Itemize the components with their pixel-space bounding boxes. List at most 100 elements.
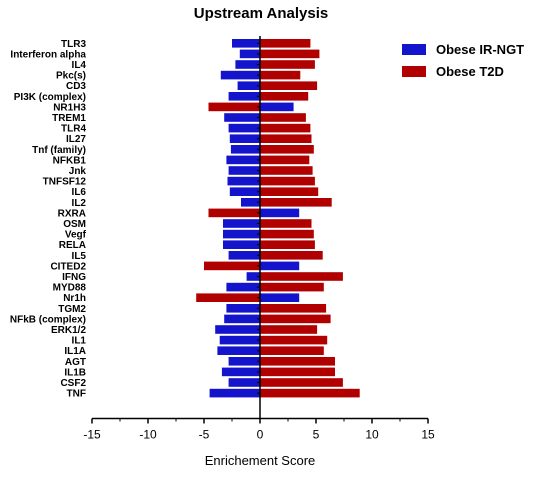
- category-label: TLR4: [61, 124, 86, 135]
- bar-obese-t2d: [260, 240, 315, 249]
- bar-obese-ir-ngt: [229, 134, 260, 143]
- legend-swatch: [402, 44, 426, 55]
- x-tick-label: 0: [257, 428, 264, 442]
- bar-obese-t2d: [260, 70, 301, 80]
- bar-obese-t2d: [260, 357, 335, 366]
- category-label: NFKB1: [53, 155, 87, 166]
- x-axis-label: Enrichement Score: [205, 453, 316, 468]
- category-label: Jnk: [69, 166, 87, 177]
- bar-obese-t2d: [196, 293, 260, 302]
- category-label: NFkB (complex): [10, 314, 86, 325]
- bar-obese-t2d: [260, 49, 320, 59]
- bar-obese-ir-ngt: [223, 219, 260, 228]
- category-label: IL1B: [64, 367, 86, 378]
- bar-obese-t2d: [260, 123, 311, 133]
- chart-title: Upstream Analysis: [194, 5, 329, 22]
- bar-obese-t2d: [208, 102, 260, 112]
- bar-obese-ir-ngt: [228, 92, 260, 101]
- category-label: RELA: [59, 240, 86, 251]
- bar-obese-ir-ngt: [223, 240, 260, 249]
- category-label: CITED2: [50, 261, 86, 272]
- bar-obese-ir-ngt: [215, 325, 260, 334]
- category-label: Nr1h: [63, 293, 86, 304]
- bar-obese-ir-ngt: [226, 155, 260, 165]
- legend-swatch: [402, 66, 426, 77]
- bar-obese-ir-ngt: [228, 357, 260, 366]
- category-label: TGM2: [58, 304, 86, 315]
- bar-obese-ir-ngt: [228, 378, 260, 387]
- legend-label: Obese T2D: [436, 64, 504, 79]
- bar-obese-ir-ngt: [228, 166, 260, 175]
- category-label: MYD88: [53, 283, 87, 294]
- bar-obese-t2d: [260, 187, 319, 196]
- bar-obese-ir-ngt: [227, 176, 260, 186]
- bar-obese-ir-ngt: [235, 60, 260, 69]
- bar-obese-ir-ngt: [224, 314, 260, 324]
- bar-obese-ir-ngt: [221, 367, 260, 377]
- category-label: CSF2: [60, 378, 86, 389]
- bar-obese-t2d: [260, 60, 315, 69]
- bar-obese-ir-ngt: [228, 123, 260, 133]
- bar-obese-ir-ngt: [246, 272, 260, 281]
- bar-obese-ir-ngt: [260, 208, 300, 218]
- category-label: OSM: [63, 219, 86, 230]
- x-tick-label: 10: [365, 428, 379, 442]
- category-label: NR1H3: [53, 102, 86, 113]
- bar-obese-t2d: [260, 113, 306, 122]
- bar-obese-ir-ngt: [219, 335, 260, 345]
- bar-obese-t2d: [260, 272, 343, 281]
- category-label: IL2: [72, 198, 87, 209]
- bar-obese-t2d: [260, 282, 324, 292]
- category-label: Tnf (family): [32, 145, 86, 156]
- bars-layer: [196, 39, 360, 398]
- bar-obese-ir-ngt: [209, 388, 260, 398]
- bar-obese-ir-ngt: [224, 113, 260, 122]
- category-label: Interferon alpha: [10, 49, 86, 60]
- bar-obese-t2d: [260, 314, 331, 324]
- bar-obese-t2d: [260, 325, 318, 334]
- category-label: IFNG: [62, 272, 86, 283]
- bar-obese-ir-ngt: [226, 282, 260, 292]
- bar-obese-ir-ngt: [260, 102, 294, 112]
- category-label: IL4: [72, 60, 87, 71]
- bar-obese-t2d: [260, 378, 343, 387]
- bar-obese-t2d: [260, 198, 332, 207]
- bar-obese-t2d: [260, 304, 327, 313]
- bar-obese-ir-ngt: [228, 251, 260, 260]
- category-label: TLR3: [61, 39, 86, 50]
- category-label: Vegf: [65, 230, 87, 241]
- bar-obese-ir-ngt: [237, 81, 260, 90]
- bar-obese-t2d: [260, 92, 309, 101]
- category-label: IL27: [66, 134, 86, 145]
- category-label: IL5: [72, 251, 87, 262]
- category-label: TNFSF12: [43, 177, 87, 188]
- x-tick-label: 15: [421, 428, 435, 442]
- x-tick-label: -15: [83, 428, 101, 442]
- bar-obese-ir-ngt: [217, 346, 260, 355]
- bar-obese-t2d: [260, 166, 313, 175]
- x-tick-label: -5: [199, 428, 210, 442]
- category-label: AGT: [65, 357, 86, 368]
- bar-obese-t2d: [260, 39, 311, 48]
- category-label: PI3K (complex): [14, 92, 86, 103]
- bar-obese-t2d: [260, 219, 312, 228]
- legend-label: Obese IR-NGT: [436, 42, 524, 57]
- bar-obese-t2d: [208, 208, 260, 218]
- bar-obese-t2d: [260, 335, 328, 345]
- bar-obese-ir-ngt: [260, 293, 300, 302]
- category-label: ERK1/2: [51, 325, 86, 336]
- bar-obese-t2d: [204, 261, 260, 271]
- legend: Obese IR-NGT Obese T2D: [402, 42, 524, 79]
- bar-obese-ir-ngt: [226, 304, 260, 313]
- bar-obese-ir-ngt: [232, 39, 260, 48]
- bar-obese-t2d: [260, 346, 324, 355]
- x-ticks: -15 -10 -5 0 5 10 15: [83, 418, 435, 442]
- bar-obese-t2d: [260, 155, 310, 165]
- bar-obese-t2d: [260, 388, 360, 398]
- bar-obese-ir-ngt: [260, 261, 300, 271]
- bar-obese-ir-ngt: [220, 70, 260, 80]
- bar-obese-t2d: [260, 176, 315, 186]
- category-label: RXRA: [58, 208, 86, 219]
- category-label: TNF: [67, 389, 86, 400]
